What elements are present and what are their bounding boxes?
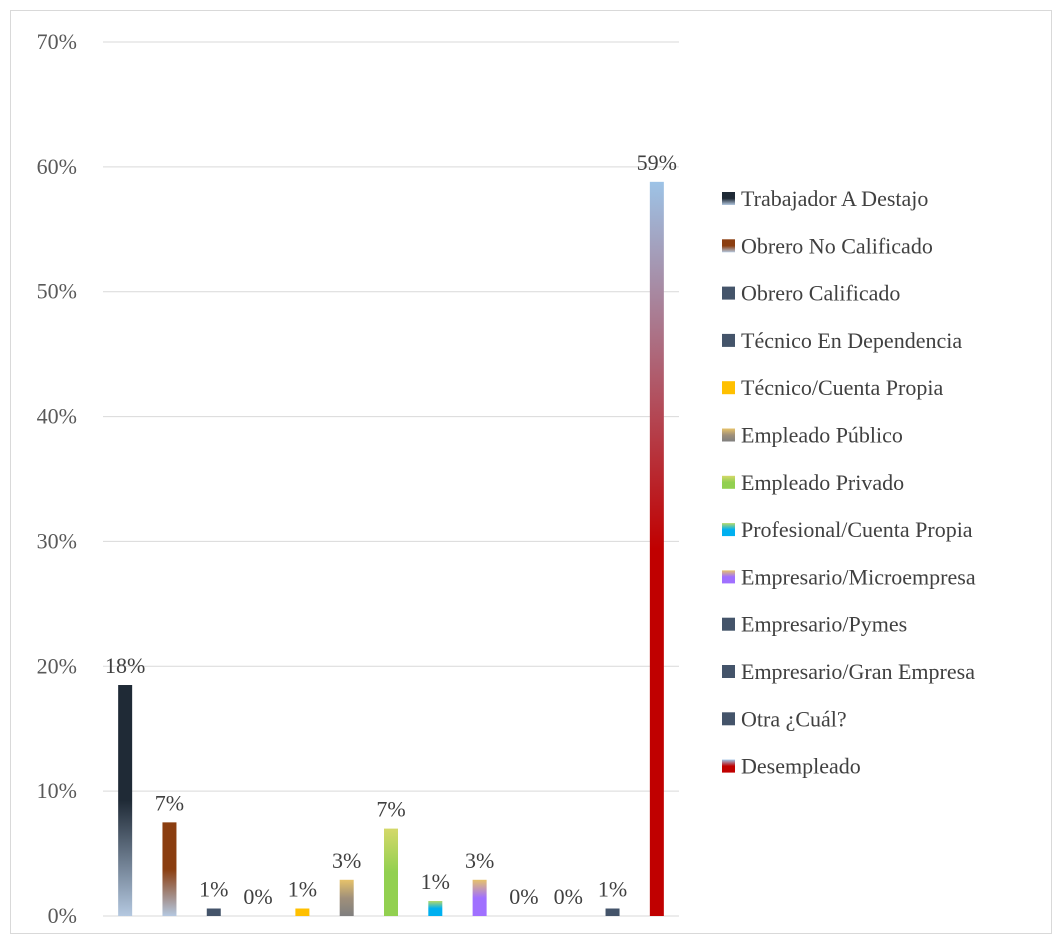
data-label: 0% (509, 884, 538, 909)
chart-frame (10, 10, 1052, 934)
legend-swatch (722, 239, 735, 253)
bar (339, 879, 354, 916)
legend-label: Obrero No Calificado (741, 233, 933, 258)
data-label: 3% (332, 848, 361, 873)
legend-swatch (722, 665, 735, 678)
data-label: 1% (199, 877, 228, 902)
data-label: 59% (637, 150, 677, 175)
y-tick-label: 40% (37, 404, 77, 429)
legend-swatch (722, 570, 735, 584)
legend-label: Empresario/Gran Empresa (741, 659, 975, 684)
y-tick-label: 0% (48, 903, 77, 928)
bar (295, 908, 310, 916)
y-tick-label: 20% (37, 653, 77, 678)
data-label: 7% (376, 797, 405, 822)
legend-swatch (722, 381, 735, 395)
data-label: 18% (105, 653, 145, 678)
legend-label: Empleado Privado (741, 470, 904, 495)
legend-label: Técnico En Dependencia (741, 328, 962, 353)
data-label: 1% (288, 877, 317, 902)
legend-swatch (722, 286, 735, 300)
legend-label: Empleado Público (741, 423, 903, 448)
legend-swatch (722, 712, 735, 726)
legend-swatch (722, 759, 735, 773)
legend-swatch (722, 333, 735, 347)
legend-swatch (722, 617, 735, 631)
gridlines (103, 41, 679, 917)
legend-label: Desempleado (741, 754, 861, 779)
legend: Trabajador A Destajo Obrero No Calificado… (722, 186, 976, 779)
bars (118, 181, 664, 917)
data-label: 1% (421, 869, 450, 894)
bar (649, 181, 664, 917)
legend-label: Otra ¿Cuál? (741, 706, 847, 731)
bar (118, 685, 133, 916)
data-label: 0% (243, 884, 272, 909)
bar (472, 879, 487, 916)
data-label: 3% (465, 848, 494, 873)
bar (605, 908, 620, 916)
legend-label: Técnico/Cuenta Propia (741, 375, 943, 400)
data-label: 7% (155, 790, 184, 815)
legend-swatch (722, 475, 735, 489)
data-labels: 18% 7% 1% 0% 1% 3% 7% 1% 3% 0% 0% 1% 59% (105, 150, 677, 909)
y-tick-label: 50% (37, 279, 77, 304)
legend-label: Profesional/Cuenta Propia (741, 517, 973, 542)
legend-swatch (722, 192, 735, 205)
legend-label: Trabajador A Destajo (741, 186, 928, 211)
legend-label: Obrero Calificado (741, 281, 900, 306)
bar (384, 828, 398, 916)
data-label: 1% (598, 877, 627, 902)
y-tick-label: 70% (37, 29, 77, 54)
bar (428, 901, 443, 916)
y-tick-label: 30% (37, 528, 77, 553)
data-label: 0% (554, 884, 583, 909)
bar (162, 822, 177, 916)
legend-label: Empresario/Pymes (741, 612, 907, 637)
y-tick-label: 10% (37, 778, 77, 803)
y-tick-label: 60% (37, 154, 77, 179)
legend-swatch (722, 523, 735, 537)
bar (206, 908, 221, 916)
legend-label: Empresario/Microempresa (741, 564, 976, 589)
y-axis-ticks: 0% 10% 20% 30% 40% 50% 60% 70% (37, 29, 77, 928)
legend-swatch (722, 428, 735, 442)
